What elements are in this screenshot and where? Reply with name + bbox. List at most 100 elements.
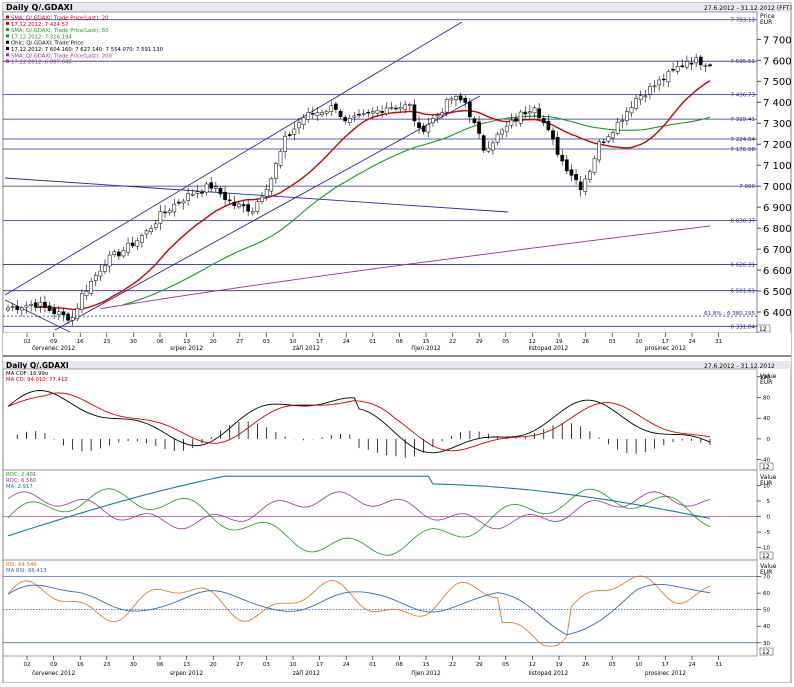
- xday-bottom-24: 17: [662, 662, 669, 668]
- ytick-label-13: 6 400: [763, 308, 792, 319]
- candle-body-94: [440, 112, 444, 116]
- legend-text-2: SMA; Q/.GDAXI; Trade Price(Last); 50: [11, 28, 109, 34]
- candle-body-54: [255, 201, 260, 212]
- candle-body-66: [310, 113, 315, 115]
- candle-body-32: [153, 223, 158, 228]
- candle-body-87: [407, 104, 412, 106]
- candle-body-10: [52, 308, 57, 315]
- candle-body-114: [532, 107, 537, 114]
- xday-main-20: 19: [556, 339, 563, 345]
- candle-body-26: [126, 242, 130, 253]
- osc2-scale-box[interactable]: [759, 551, 774, 560]
- candle-body-141: [657, 79, 662, 86]
- candle-body-55: [260, 196, 264, 202]
- candle-body-120: [560, 154, 565, 162]
- main-y-ticks: 7 700 7 600 7 500 7 400 7 300 7 200 7 100 7 000…: [757, 35, 792, 319]
- candle-body-146: [680, 65, 685, 67]
- osc3-tick-label-4: 30: [763, 641, 770, 647]
- osc1-tick-label-3: 0: [767, 437, 771, 443]
- candle-body-144: [671, 69, 675, 71]
- candle-body-75: [352, 115, 357, 118]
- candle-body-89: [417, 122, 421, 129]
- legend-text-6: SMA; Q/.GDAXI; Trade Price(Last); 200: [11, 53, 113, 59]
- osc3-lines: [7, 575, 711, 647]
- candle-body-46: [218, 188, 223, 195]
- hline-label-5: 7 176.98: [731, 147, 756, 153]
- candle-body-133: [620, 120, 625, 122]
- ytick-label-9: 6 800: [763, 224, 792, 235]
- xday-main-15: 15: [423, 339, 430, 345]
- candle-body-73: [343, 117, 347, 122]
- candle-body-45: [213, 186, 218, 189]
- candle-body-77: [361, 113, 366, 115]
- candle-body-80: [375, 109, 380, 114]
- candle-body-16: [80, 293, 84, 310]
- osc3-y-ticks: 70 60 50 40 30: [763, 575, 770, 647]
- xday-bottom-7: 20: [210, 662, 217, 668]
- candle-body-90: [421, 125, 426, 132]
- osc2-tick-label-3: -5: [765, 530, 771, 536]
- candle-body-14: [70, 317, 75, 321]
- main-scale-box[interactable]: [756, 324, 771, 333]
- macd-signal-line: [7, 392, 711, 452]
- candle-body-67: [315, 112, 320, 116]
- candle-body-41: [195, 191, 200, 194]
- legend-swatch-5: [6, 47, 9, 50]
- candle-body-95: [444, 99, 449, 113]
- legend-text-5: 17.12.2012: 7 604.160: 7 627.140: 7 554.…: [11, 47, 164, 53]
- legend-swatch-0: [6, 15, 9, 19]
- candle-body-79: [371, 111, 375, 114]
- candle-body-103: [481, 135, 486, 151]
- osc1-unit2: EUR: [760, 379, 772, 386]
- candle-body-42: [200, 192, 204, 194]
- osc2-unit2: EUR: [760, 480, 772, 487]
- candle-body-122: [569, 169, 574, 176]
- roc-ma-line: [7, 475, 711, 537]
- price-unit-label: Price: [760, 13, 775, 20]
- candle-body-23: [112, 251, 117, 256]
- candle-body-8: [43, 302, 47, 308]
- xday-main-16: 22: [449, 339, 456, 345]
- osc2-tick-label-0: 10: [763, 484, 770, 490]
- candle-body-126: [588, 171, 592, 180]
- candle-body-6: [33, 302, 38, 308]
- candle-body-48: [227, 199, 232, 202]
- candle-body-93: [435, 115, 440, 118]
- main-legend: SMA; Q/.GDAXI; Trade Price(Last); 2017.1…: [6, 15, 164, 66]
- xday-main-8: 27: [236, 339, 243, 345]
- osc3-tick-label-3: 40: [763, 624, 770, 630]
- candlesticks: [6, 53, 712, 326]
- sma50-line: [123, 115, 711, 306]
- legend-text-3: 17.12.2012: 7 316.194: [11, 34, 72, 40]
- osc3-legend-1: MA RSI: 66.413: [6, 568, 47, 574]
- xmonth-main-2: září 2012: [293, 345, 320, 352]
- osc1-scale-box[interactable]: [759, 462, 774, 471]
- xmonth-main-0: červenec 2012: [32, 345, 75, 352]
- xday-bottom-25: 24: [689, 662, 696, 668]
- roc2-line: [7, 491, 711, 530]
- candle-body-34: [163, 211, 167, 214]
- xday-bottom-15: 15: [423, 662, 430, 668]
- candle-body-127: [592, 158, 597, 173]
- candle-body-121: [564, 159, 569, 172]
- candle-body-57: [269, 178, 274, 192]
- sma200-line: [100, 225, 711, 310]
- candle-body-115: [537, 108, 541, 119]
- legend-swatch-2: [6, 28, 9, 32]
- osc3-scale-box[interactable]: [759, 647, 774, 656]
- ytick-label-10: 6 700: [763, 245, 792, 256]
- candle-body-147: [685, 61, 689, 68]
- candle-body-36: [172, 203, 177, 213]
- ytick-label-4: 7 300: [763, 119, 792, 130]
- candle-body-116: [541, 117, 546, 124]
- candle-body-63: [297, 122, 301, 129]
- xday-bottom-2: 16: [77, 662, 84, 668]
- candle-body-111: [518, 111, 523, 124]
- candle-body-52: [246, 204, 251, 212]
- macd-line: [7, 390, 711, 454]
- hline-label-2: 7 436.73: [731, 93, 756, 99]
- hline-label-9: 6 501.61: [731, 289, 756, 295]
- fib-level: 61.8% : 6 380.295: [3, 311, 757, 317]
